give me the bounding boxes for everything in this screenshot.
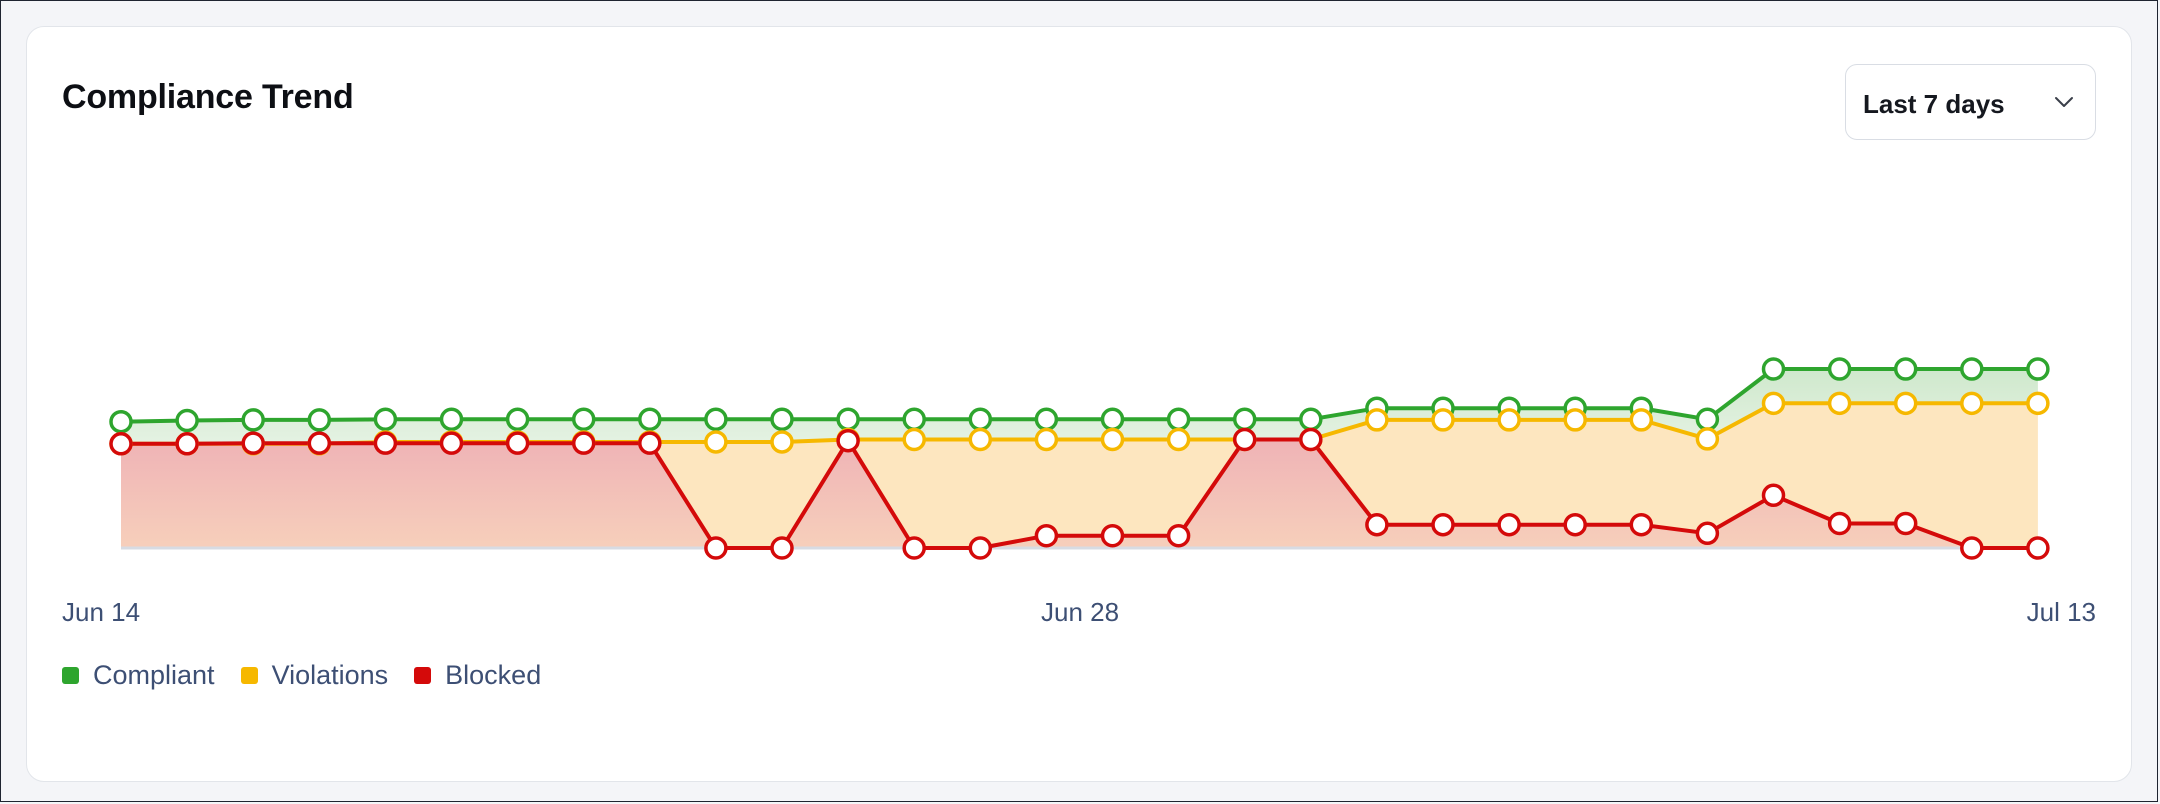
legend-item-compliant: Compliant [62,660,215,691]
chart-title: Compliance Trend [62,78,354,116]
x-tick-label: Jul 13 [2026,597,2096,627]
legend-swatch [62,667,79,684]
x-tick-label: Jun 28 [1041,597,1120,627]
legend-item-violations: Violations [240,660,389,691]
legend-label: Violations [271,660,389,690]
date-range-dropdown[interactable]: Last 7 days [1845,64,2096,140]
date-range-label: Last 7 days [1863,89,2005,119]
legend-label: Blocked [445,660,542,690]
chart-legend: Compliant Violations Blocked [62,660,567,691]
legend-label: Compliant [93,660,215,690]
x-tick-label: Jun 14 [62,597,141,627]
legend-swatch [414,667,432,684]
legend-item-blocked: Blocked [414,660,541,691]
chevron-down-icon [2055,97,2073,107]
legend-swatch [240,667,258,684]
